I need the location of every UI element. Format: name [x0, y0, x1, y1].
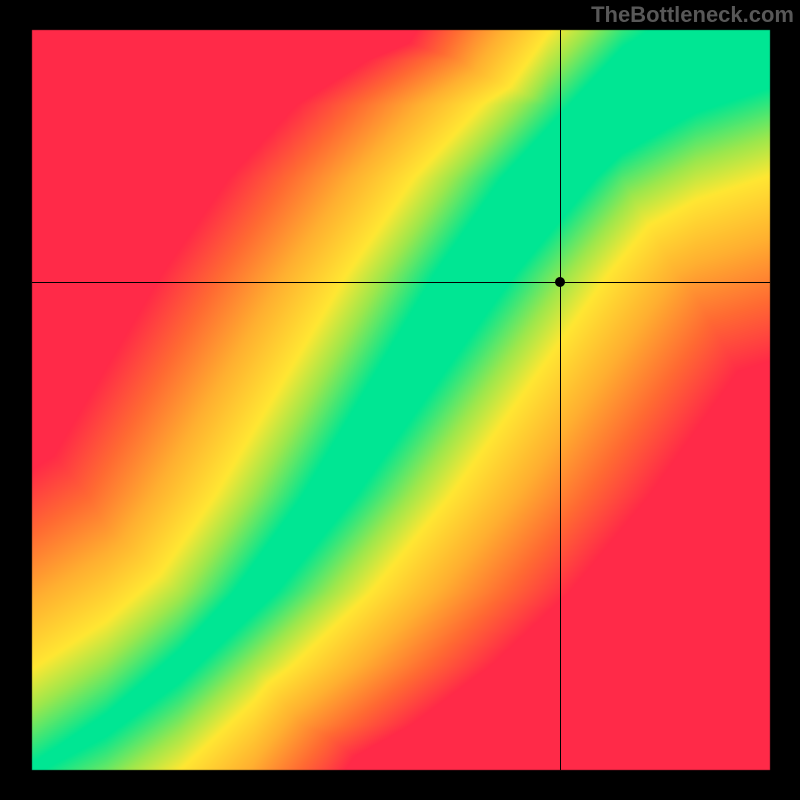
- selection-marker: [555, 277, 565, 287]
- watermark-label: TheBottleneck.com: [591, 2, 794, 28]
- crosshair-horizontal: [32, 282, 770, 283]
- crosshair-vertical: [560, 30, 561, 770]
- bottleneck-heatmap: [0, 0, 800, 800]
